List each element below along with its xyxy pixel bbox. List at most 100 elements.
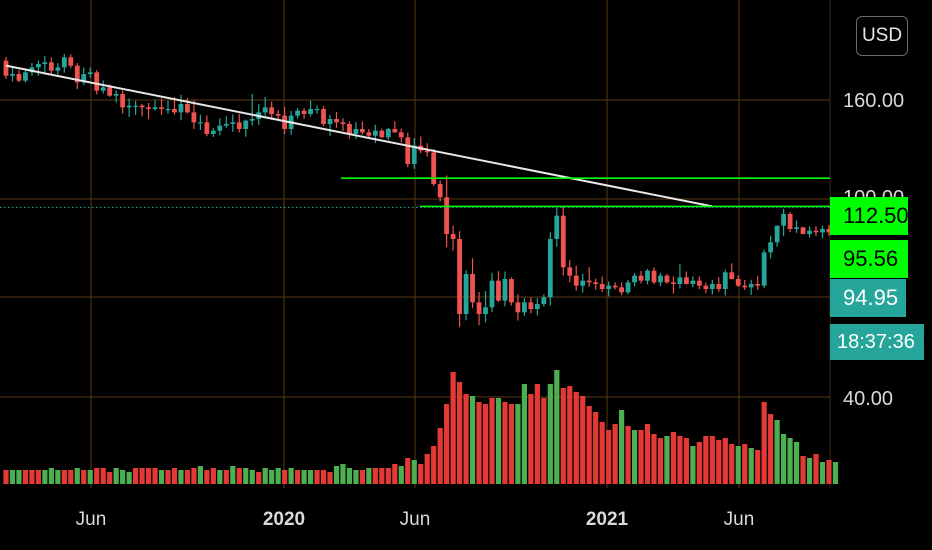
- volume-bar-86: [560, 388, 566, 484]
- candle-body-10: [68, 57, 74, 66]
- volume-bar-43: [282, 470, 288, 484]
- candle-body-125: [813, 230, 819, 233]
- drawing-overlays[interactable]: [0, 64, 830, 208]
- volume-bar-17: [113, 468, 119, 484]
- volume-bar-21: [139, 468, 145, 484]
- volume-bar-65: [424, 454, 430, 484]
- volume-bar-19: [126, 472, 132, 484]
- volume-bar-22: [145, 468, 152, 484]
- volume-bar-78: [508, 404, 515, 484]
- candle-body-29: [191, 112, 197, 123]
- volume-bar-73: [476, 402, 482, 484]
- candle-body-105: [684, 277, 689, 284]
- candle-body-37: [243, 120, 249, 129]
- candle-body-126: [820, 229, 825, 233]
- candle-body-104: [677, 277, 683, 284]
- volume-bar-54: [353, 470, 359, 484]
- candle-body-71: [463, 274, 469, 314]
- candle-body-34: [223, 124, 229, 126]
- volume-bar-110: [716, 440, 722, 484]
- volume-bar-5: [35, 470, 41, 484]
- volume-bar-127: [826, 460, 832, 484]
- candle-body-33: [217, 125, 223, 131]
- volume-bar-23: [152, 468, 158, 484]
- volume-bar-66: [431, 446, 437, 484]
- candle-body-27: [178, 104, 184, 113]
- candle-body-13: [87, 72, 93, 74]
- candle-body-49: [321, 109, 326, 124]
- candle-body-119: [774, 225, 780, 243]
- volume-bar-40: [262, 468, 268, 484]
- candle-body-111: [722, 272, 728, 289]
- volume-bar-53: [346, 468, 353, 484]
- candle-body-94: [612, 285, 618, 288]
- price-level-tag-112[interactable]: 112.50: [830, 197, 909, 235]
- price-level-tag-95[interactable]: 95.56: [830, 240, 908, 278]
- candle-body-83: [541, 297, 547, 304]
- volume-bar-46: [301, 470, 307, 484]
- volume-bar-67: [437, 428, 443, 484]
- volume-bar-83: [541, 398, 547, 484]
- volume-bar-32: [210, 468, 216, 484]
- volume-bar-89: [580, 396, 586, 484]
- volume-bar-14: [94, 468, 100, 484]
- volume-bar-70: [457, 382, 463, 484]
- volume-bar-85: [554, 370, 560, 484]
- candle-body-15: [100, 87, 106, 91]
- grid-lines: [0, 0, 831, 488]
- volume-bar-62: [405, 458, 411, 484]
- volume-bar-76: [495, 398, 502, 484]
- volume-bar-42: [275, 468, 281, 484]
- candle-body-116: [755, 284, 761, 286]
- candle-body-0: [3, 60, 9, 76]
- candle-body-20: [133, 105, 138, 107]
- candle-body-1: [10, 74, 15, 76]
- volume-bar-91: [593, 412, 599, 484]
- candle-body-84: [547, 239, 553, 298]
- volume-bar-72: [469, 396, 476, 484]
- volume-bar-111: [722, 438, 728, 484]
- candle-body-124: [807, 230, 812, 234]
- candle-body-58: [379, 130, 385, 138]
- candle-body-65: [424, 150, 430, 153]
- volume-bar-38: [249, 470, 255, 484]
- candle-body-76: [496, 280, 501, 301]
- candle-body-91: [593, 282, 599, 284]
- candle-body-93: [606, 285, 612, 289]
- candle-body-100: [651, 270, 657, 283]
- x-tick-2021: 2021: [585, 509, 629, 530]
- candle-body-21: [139, 105, 145, 108]
- volume-bar-125: [813, 454, 819, 484]
- candle-body-108: [703, 285, 709, 289]
- candle-body-25: [165, 109, 171, 111]
- candle-body-88: [573, 275, 579, 286]
- candle-body-14: [94, 72, 100, 91]
- candle-body-8: [55, 67, 61, 71]
- candle-body-60: [392, 129, 398, 133]
- candle-body-40: [262, 107, 268, 113]
- candle-body-106: [690, 280, 696, 284]
- volume-bar-10: [68, 470, 74, 484]
- candle-body-82: [534, 304, 540, 309]
- bar-countdown-tag: 18:37:36: [830, 324, 924, 360]
- volume-bar-9: [61, 470, 67, 484]
- candle-body-75: [489, 280, 495, 308]
- volume-bar-4: [29, 470, 35, 484]
- currency-button[interactable]: USD: [856, 16, 908, 56]
- volume-bar-68: [444, 404, 450, 484]
- volume-bar-107: [696, 442, 702, 484]
- candle-body-24: [159, 107, 164, 109]
- candle-body-121: [787, 214, 793, 229]
- candle-body-89: [580, 280, 586, 286]
- volume-bar-103: [670, 432, 677, 484]
- candle-body-22: [146, 107, 151, 109]
- candle-body-61: [398, 132, 404, 138]
- volume-bar-13: [87, 470, 93, 484]
- candle-body-5: [36, 64, 41, 68]
- volume-bar-82: [534, 384, 540, 484]
- volume-bar-44: [288, 468, 294, 484]
- volume-bar-7: [48, 468, 54, 484]
- candle-body-107: [696, 280, 702, 286]
- volume-bar-8: [55, 470, 61, 484]
